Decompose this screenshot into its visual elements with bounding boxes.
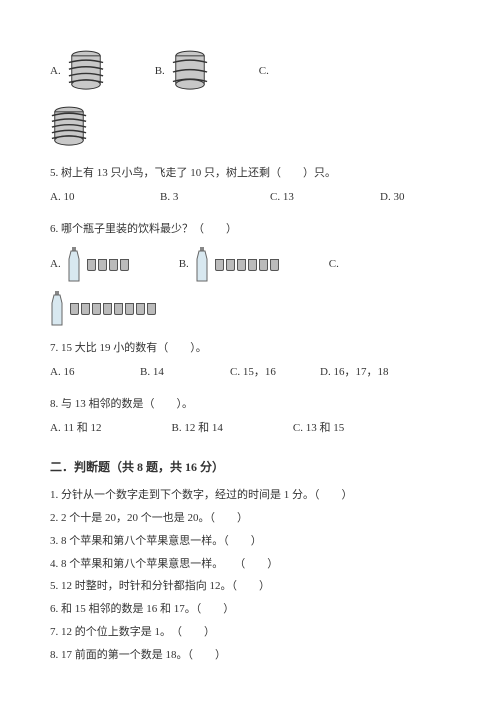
judge-item: 6. 和 15 相邻的数是 16 和 17。（ ） [50, 600, 450, 620]
q6-row1: A. B. C. [50, 247, 450, 283]
judge-list: 1. 分针从一个数字走到下个数字，经过的时间是 1 分。（ ） 2. 2 个十是… [50, 486, 450, 665]
q5-d: D. 30 [380, 188, 430, 208]
q5-b: B. 3 [160, 188, 210, 208]
q5-choices: A. 10 B. 3 C. 13 D. 30 [50, 188, 450, 208]
judge-item: 1. 分针从一个数字走到下个数字，经过的时间是 1 分。（ ） [50, 486, 450, 506]
q6-label-b: B. [179, 255, 189, 275]
q7-choices: A. 16 B. 14 C. 15，16 D. 16，17，18 [50, 363, 450, 383]
q4-option-b: B. [155, 48, 209, 96]
bottle-icon [67, 247, 81, 283]
q8-text: 8. 与 13 相邻的数是（ ）。 [50, 395, 450, 415]
bottle-icon [50, 291, 64, 327]
q5-c: C. 13 [270, 188, 320, 208]
judge-item: 8. 17 前面的第一个数是 18。（ ） [50, 646, 450, 666]
judge-item: 5. 12 时整时，时针和分针都指向 12。（ ） [50, 577, 450, 597]
q7-text: 7. 15 大比 19 小的数有（ ）。 [50, 339, 450, 359]
q7-a: A. 16 [50, 363, 100, 383]
q6-label-c: C. [329, 255, 339, 275]
q4-label-c: C. [259, 62, 269, 82]
cylinder-icon [50, 104, 88, 152]
judge-item: 7. 12 的个位上数字是 1。 （ ） [50, 623, 450, 643]
q7-d: D. 16，17，18 [320, 363, 388, 383]
q5-text: 5. 树上有 13 只小鸟，飞走了 10 只，树上还剩（ ）只。 [50, 164, 450, 184]
cylinder-icon [171, 48, 209, 96]
q8-a: A. 11 和 12 [50, 419, 102, 439]
q4-row2 [50, 104, 450, 152]
judge-item: 3. 8 个苹果和第八个苹果意思一样。（ ） [50, 532, 450, 552]
bottle-icon [195, 247, 209, 283]
q6-label-a: A. [50, 255, 61, 275]
judge-item: 2. 2 个十是 20，20 个一也是 20。（ ） [50, 509, 450, 529]
cups-a [87, 259, 129, 271]
cups-c [70, 303, 156, 315]
q4-label-a: A. [50, 62, 61, 82]
judge-item: 4. 8 个苹果和第八个苹果意思一样。 （ ） [50, 555, 450, 575]
section2-title: 二．判断题（共 8 题，共 16 分） [50, 457, 450, 479]
q5-a: A. 10 [50, 188, 100, 208]
q8-c: C. 13 和 15 [293, 419, 344, 439]
q4-label-b: B. [155, 62, 165, 82]
q4-option-a: A. [50, 48, 105, 96]
q6-text: 6. 哪个瓶子里装的饮料最少？（ ） [50, 220, 450, 240]
q6-option-b: B. [179, 247, 279, 283]
q8-choices: A. 11 和 12 B. 12 和 14 C. 13 和 15 [50, 419, 450, 439]
q6-row2 [50, 291, 450, 327]
q6-option-c: C. [329, 255, 345, 275]
q6-option-a: A. [50, 247, 129, 283]
cylinder-icon [67, 48, 105, 96]
q8-b: B. 12 和 14 [172, 419, 223, 439]
q4-option-c: C. [259, 62, 275, 82]
q7-b: B. 14 [140, 363, 190, 383]
q7-c: C. 15，16 [230, 363, 280, 383]
cups-b [215, 259, 279, 271]
q4-row1: A. B. C. [50, 48, 450, 96]
